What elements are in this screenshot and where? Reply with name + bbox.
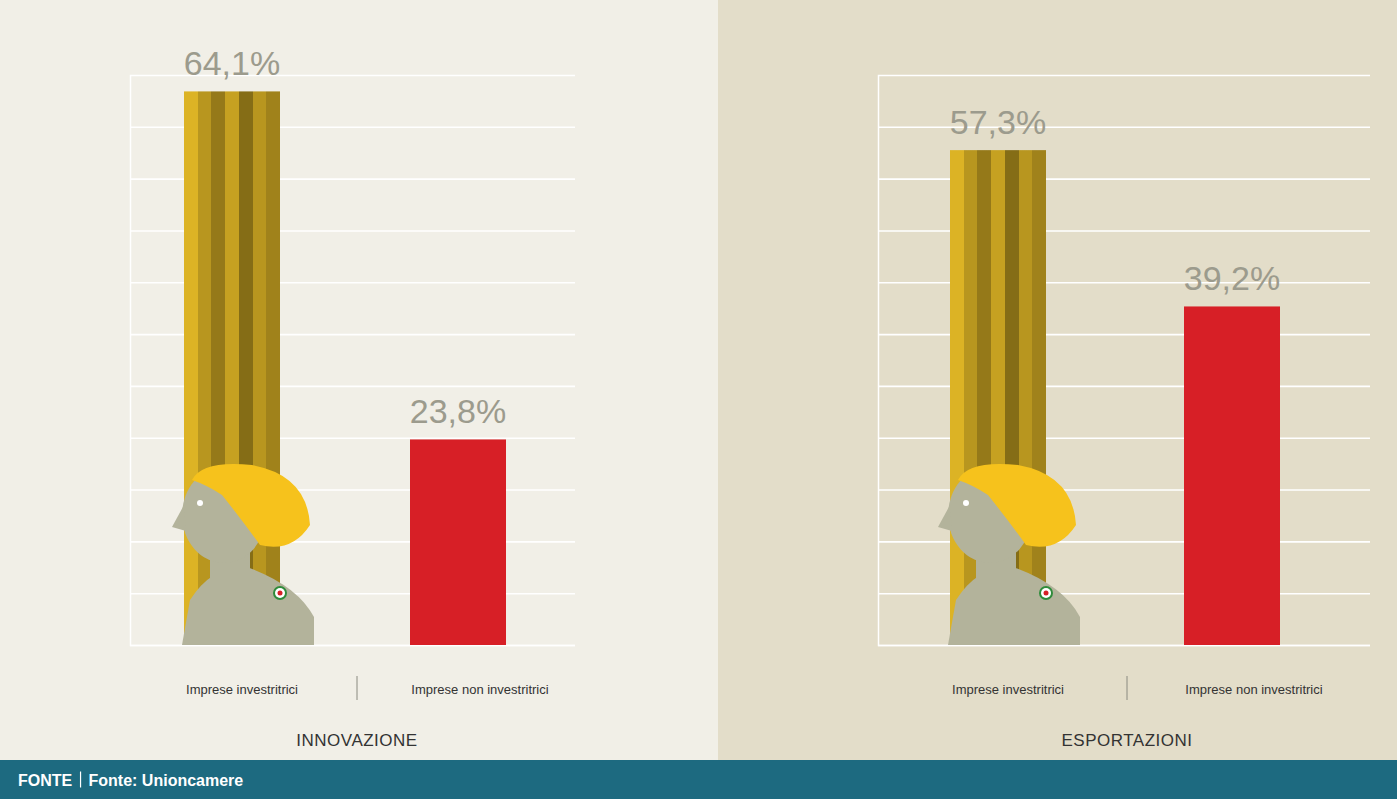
bust-rosette bbox=[278, 591, 283, 596]
category-label: Imprese non investritrici bbox=[411, 682, 548, 697]
bust-rosette bbox=[275, 588, 285, 598]
bust-nose bbox=[938, 505, 952, 531]
panel-title: INNOVAZIONE bbox=[296, 731, 417, 750]
footer-label: FONTE bbox=[18, 772, 73, 789]
axis-line bbox=[131, 76, 576, 646]
bust-hair bbox=[192, 464, 310, 547]
data-label: 23,8% bbox=[410, 392, 506, 430]
footer-band bbox=[0, 760, 1397, 799]
figure: 64,1% 23,8% Imprese investritrici Imprese n… bbox=[0, 0, 1397, 799]
tick bbox=[130, 645, 575, 646]
separator bbox=[1127, 676, 1128, 700]
bust-rosette bbox=[1044, 591, 1049, 596]
bust-decoration bbox=[938, 464, 1080, 645]
y-axis bbox=[878, 76, 1370, 646]
data-label: 64,1% bbox=[184, 44, 280, 82]
bar bbox=[410, 439, 506, 645]
bust-rosette bbox=[273, 586, 287, 600]
y-axis bbox=[130, 76, 575, 646]
separator bbox=[357, 676, 358, 700]
category-label: Imprese investritrici bbox=[186, 682, 298, 697]
tick bbox=[878, 645, 1370, 646]
panel: 64,1% 23,8% Imprese investritrici Imprese n… bbox=[0, 0, 718, 760]
bust-nose bbox=[172, 505, 186, 531]
axis-line bbox=[879, 76, 1371, 646]
bar bbox=[1184, 306, 1280, 645]
footer-separator bbox=[80, 772, 81, 788]
panel-background bbox=[0, 0, 718, 760]
category-label: Imprese non investritrici bbox=[1185, 682, 1322, 697]
bust-rosette bbox=[1039, 586, 1053, 600]
panel: 57,3% 39,2% Imprese investritrici Imprese n… bbox=[718, 0, 1397, 760]
panel-title: ESPORTAZIONI bbox=[1061, 731, 1192, 750]
bust-eye bbox=[197, 500, 203, 506]
bar bbox=[950, 150, 1046, 645]
bust-rosette bbox=[1041, 588, 1051, 598]
bust-eye bbox=[963, 500, 969, 506]
data-label: 39,2% bbox=[1184, 259, 1280, 297]
bust-hair bbox=[958, 464, 1076, 547]
bust-decoration bbox=[172, 464, 314, 645]
footer-text: Fonte: Unioncamere bbox=[89, 772, 244, 789]
panel-background bbox=[718, 0, 1397, 760]
bars bbox=[950, 150, 1280, 645]
data-label: 57,3% bbox=[950, 103, 1046, 141]
footer: FONTE Fonte: Unioncamere bbox=[0, 760, 1397, 799]
category-label: Imprese investritrici bbox=[952, 682, 1064, 697]
